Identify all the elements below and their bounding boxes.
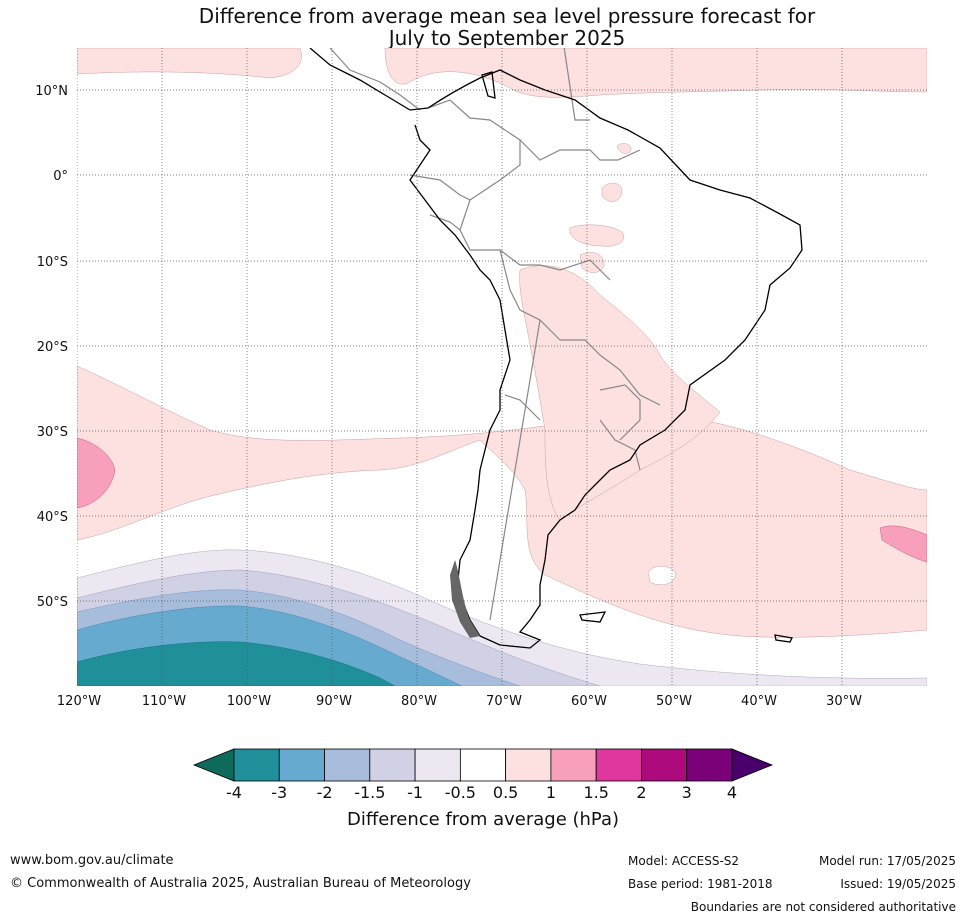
colorbar-bin	[505, 748, 552, 782]
lat-label: 10°N	[35, 84, 68, 99]
map-title-line-2: July to September 2025	[388, 26, 626, 50]
colorbar-min-arrow	[192, 748, 235, 782]
website-link[interactable]: www.bom.gov.au/climate	[10, 853, 174, 868]
latitude-labels: 10°N 0° 10°S 20°S 30°S 40°S 50°S	[35, 84, 68, 610]
colorbar: -4 -3 -2 -1.5 -1 -0.5 0.5 1 1.5 2 3 4 Difference fr…	[192, 748, 774, 830]
longitude-labels: 120°W 110°W 100°W 90°W 80°W 70°W 60°W 50…	[57, 694, 862, 709]
boundaries-disclaimer: Boundaries are not considered authoritat…	[690, 900, 956, 914]
chilean-fjords	[450, 560, 480, 638]
model-run-date: Model run: 17/05/2025	[818, 854, 956, 868]
lat-label: 40°S	[37, 510, 68, 525]
strong-positive-anomaly-shading	[77, 437, 927, 563]
lon-label: 110°W	[142, 694, 186, 709]
lat-label: 10°S	[37, 255, 68, 270]
colorbar-bin	[233, 748, 280, 782]
colorbar-bin	[641, 748, 688, 782]
colorbar-bin	[459, 748, 507, 782]
colorbar-tick-labels: -4 -3 -2 -1.5 -1 -0.5 0.5 1 1.5 2 3 4	[226, 783, 737, 802]
graticule	[77, 48, 927, 686]
colorbar-title: Difference from average (hPa)	[347, 809, 619, 830]
colorbar-bin	[369, 748, 416, 782]
coastline	[309, 48, 803, 649]
lon-label: 60°W	[571, 694, 607, 709]
lat-label: 30°S	[37, 425, 68, 440]
colorbar-bin	[686, 748, 733, 782]
colorbar-bins	[233, 748, 733, 782]
colorbar-tick-label: -3	[271, 783, 287, 802]
lat-label: 50°S	[37, 595, 68, 610]
colorbar-tick-label: 1	[546, 783, 556, 802]
colorbar-bin	[595, 748, 642, 782]
lon-label: 40°W	[741, 694, 777, 709]
map-plot-area	[77, 48, 927, 686]
positive-anomaly-shading	[77, 48, 927, 638]
lon-label: 30°W	[826, 694, 862, 709]
colorbar-tick-label: -1	[407, 783, 423, 802]
lon-label: 50°W	[656, 694, 692, 709]
colorbar-bin	[550, 748, 597, 782]
colorbar-tick-label: 4	[727, 783, 737, 802]
colorbar-tick-label: -0.5	[445, 783, 476, 802]
lat-label: 0°	[53, 169, 68, 184]
colorbar-bin	[414, 748, 461, 782]
colorbar-tick-label: 3	[682, 783, 692, 802]
colorbar-bin	[278, 748, 325, 782]
base-period: Base period: 1981-2018	[628, 877, 773, 891]
negative-anomaly-shading	[77, 549, 927, 686]
lat-label: 20°S	[37, 340, 68, 355]
colorbar-bin	[324, 748, 371, 782]
colorbar-tick-label: 1.5	[583, 783, 608, 802]
colorbar-tick-label: 0.5	[493, 783, 518, 802]
issued-date: Issued: 19/05/2025	[840, 877, 956, 891]
lon-label: 90°W	[316, 694, 352, 709]
colorbar-tick-label: -1.5	[354, 783, 385, 802]
lon-label: 120°W	[57, 694, 101, 709]
colorbar-tick-label: -2	[317, 783, 333, 802]
lon-label: 80°W	[401, 694, 437, 709]
colorbar-max-arrow	[731, 748, 774, 782]
colorbar-tick-label: -4	[226, 783, 242, 802]
copyright-text: © Commonwealth of Australia 2025, Austra…	[10, 876, 471, 891]
map-title-line-1: Difference from average mean sea level p…	[198, 4, 816, 28]
colorbar-tick-label: 2	[636, 783, 646, 802]
model-name: Model: ACCESS-S2	[628, 854, 740, 868]
lon-label: 70°W	[486, 694, 522, 709]
lon-label: 100°W	[227, 694, 271, 709]
